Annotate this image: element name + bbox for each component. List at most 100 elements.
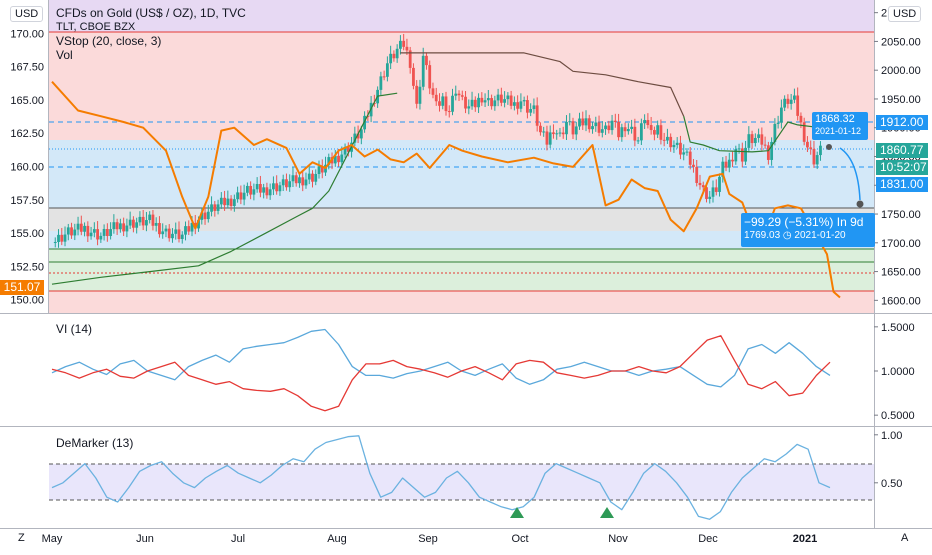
candle-body bbox=[200, 212, 204, 220]
candle-body bbox=[604, 125, 607, 130]
time-tick-label: May bbox=[42, 533, 63, 545]
band-layer bbox=[49, 0, 874, 313]
candle-body bbox=[346, 146, 350, 152]
vi-tick-label: 0.5000 bbox=[881, 410, 915, 422]
candle-body bbox=[643, 120, 647, 124]
candle-body bbox=[402, 40, 406, 47]
candle-body bbox=[705, 187, 708, 199]
price-tick-label: 1750.00 bbox=[881, 209, 921, 221]
candle-body bbox=[548, 132, 552, 145]
candle-body bbox=[600, 129, 604, 133]
candle-body bbox=[708, 196, 712, 199]
candle-body bbox=[203, 212, 207, 220]
candle-body bbox=[552, 132, 555, 135]
candle-body bbox=[226, 198, 230, 206]
candle-body bbox=[776, 122, 780, 124]
candle-body bbox=[587, 118, 591, 130]
zoom-button[interactable]: Z bbox=[14, 531, 29, 545]
candle-body bbox=[630, 126, 634, 129]
left-unit-button[interactable]: USD bbox=[10, 6, 44, 22]
candle-body bbox=[382, 76, 386, 78]
left-price-badge: 151.07 bbox=[0, 280, 44, 295]
candle-body bbox=[731, 159, 734, 162]
candle-body bbox=[679, 142, 682, 155]
price-tooltip-date: 2021-01-12 bbox=[815, 126, 862, 136]
candle-body bbox=[177, 229, 181, 240]
time-tick-label: Dec bbox=[698, 533, 718, 545]
band-blue-lower bbox=[49, 231, 874, 249]
candle-body bbox=[698, 182, 702, 186]
candle-body bbox=[307, 173, 311, 180]
candle-body bbox=[385, 63, 389, 77]
main-legend: CFDs on Gold (US$ / OZ), 1D, TVC TLT, CB… bbox=[56, 6, 246, 62]
demarker-band bbox=[49, 464, 874, 500]
candle-body bbox=[649, 125, 653, 131]
candle-body bbox=[734, 149, 738, 162]
candle-body bbox=[431, 88, 435, 95]
candle-body bbox=[79, 223, 83, 232]
compare-label[interactable]: TLT, CBOE BZX bbox=[56, 21, 136, 33]
candle-body bbox=[783, 98, 787, 108]
time-tick-label: Aug bbox=[327, 533, 347, 545]
candle-body bbox=[561, 132, 565, 135]
candle-body bbox=[298, 177, 301, 184]
candle-body bbox=[558, 132, 562, 134]
candle-body bbox=[412, 67, 415, 86]
candle-body bbox=[193, 223, 197, 229]
candle-body bbox=[83, 225, 86, 232]
candle-body bbox=[291, 175, 295, 182]
candle-body bbox=[503, 99, 507, 103]
vi-minus-line bbox=[51, 335, 831, 412]
candle-body bbox=[457, 93, 461, 96]
left-price-tick-label: 165.00 bbox=[10, 95, 44, 107]
candle-body bbox=[451, 95, 454, 112]
candle-body bbox=[750, 134, 754, 144]
right-unit-button[interactable]: USD bbox=[888, 6, 922, 22]
candle-body bbox=[268, 189, 272, 196]
vi-legend[interactable]: VI (14) bbox=[56, 322, 93, 336]
candle-body bbox=[53, 241, 57, 243]
candle-body bbox=[265, 187, 269, 196]
candle-body bbox=[744, 147, 747, 162]
candle-body bbox=[128, 219, 132, 226]
candle-body bbox=[633, 126, 637, 141]
candle-body bbox=[187, 226, 191, 232]
demarker-legend[interactable]: DeMarker (13) bbox=[56, 436, 134, 450]
vi-tick-label: 1.0000 bbox=[881, 366, 915, 378]
candle-body bbox=[799, 115, 803, 123]
candle-body bbox=[737, 148, 741, 150]
candle-body bbox=[770, 141, 774, 160]
candle-body bbox=[662, 139, 666, 141]
left-price-tick-label: 157.50 bbox=[10, 195, 44, 207]
candle-body bbox=[399, 40, 402, 49]
demarker-line bbox=[51, 435, 831, 520]
candle-body bbox=[617, 121, 620, 138]
left-price-tick-label: 155.00 bbox=[10, 228, 44, 240]
candle-body bbox=[809, 147, 813, 149]
candle-body bbox=[819, 145, 822, 156]
candle-body bbox=[96, 229, 99, 240]
candle-body bbox=[815, 155, 819, 165]
left-price-tick-label: 160.00 bbox=[10, 161, 44, 173]
volume-label[interactable]: Vol bbox=[56, 48, 73, 62]
candle-body bbox=[672, 144, 676, 148]
indicator-label[interactable]: VStop (20, close, 3) bbox=[56, 34, 162, 48]
candle-body bbox=[434, 94, 438, 102]
candle-body bbox=[656, 125, 660, 135]
candle-body bbox=[509, 95, 513, 106]
candle-body bbox=[252, 189, 256, 195]
candle-body bbox=[626, 128, 630, 132]
candle-body bbox=[597, 122, 601, 133]
price-tick-label: 1700.00 bbox=[881, 238, 921, 250]
candle-body bbox=[294, 175, 298, 184]
candle-body bbox=[591, 126, 594, 130]
candle-body bbox=[454, 93, 458, 96]
candle-body bbox=[356, 133, 360, 139]
projection-arrow bbox=[839, 147, 861, 201]
candle-body bbox=[718, 176, 721, 192]
auto-scale-button[interactable]: A bbox=[897, 531, 913, 545]
symbol-title[interactable]: CFDs on Gold (US$ / OZ), 1D, TVC bbox=[56, 6, 246, 20]
candle-body bbox=[132, 219, 135, 228]
candle-body bbox=[789, 99, 793, 104]
